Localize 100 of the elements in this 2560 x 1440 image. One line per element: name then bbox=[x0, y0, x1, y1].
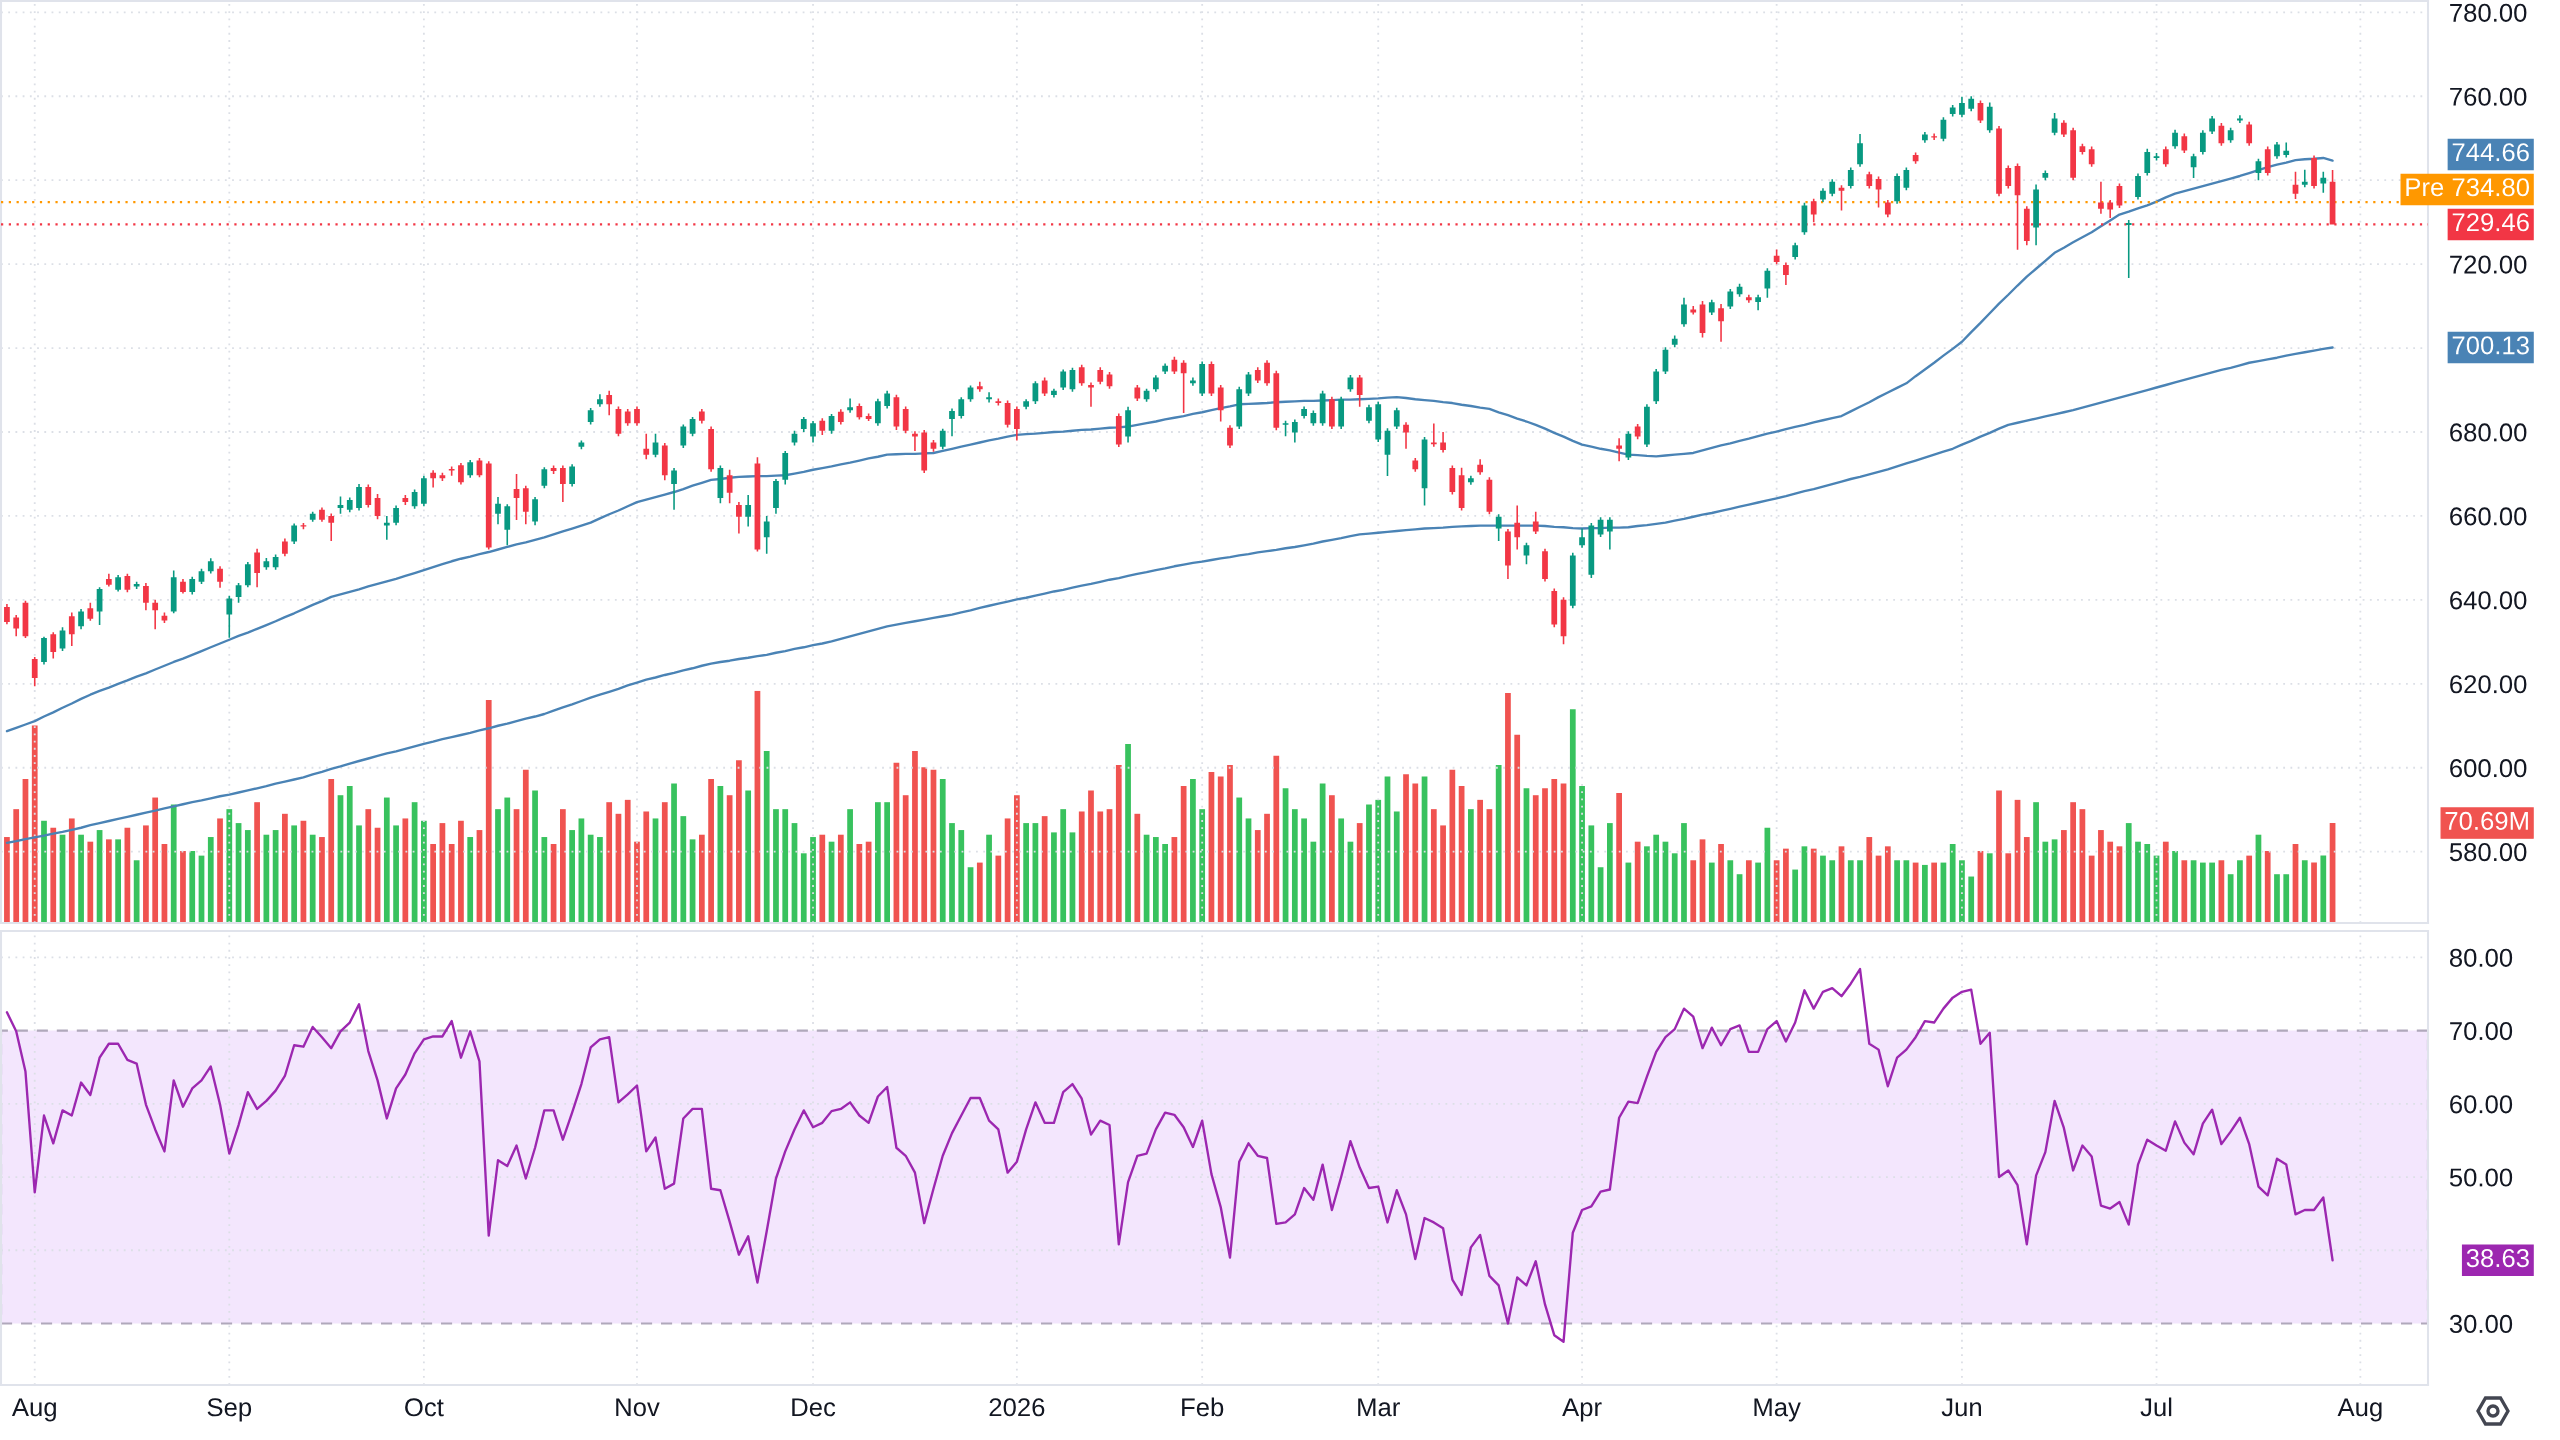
bar bbox=[272, 830, 279, 923]
y-tick-label: 30.00 bbox=[2449, 1314, 2513, 1334]
bar bbox=[1829, 860, 1836, 923]
candlestick bbox=[976, 381, 983, 392]
bar bbox=[1393, 811, 1400, 923]
x-tick-label: Sep bbox=[207, 1398, 252, 1422]
x-tick-label: Dec bbox=[792, 1398, 836, 1417]
candlestick bbox=[1477, 459, 1484, 475]
bar bbox=[143, 825, 149, 923]
candlestick bbox=[1690, 306, 1697, 315]
bar bbox=[1708, 862, 1715, 923]
bar bbox=[976, 862, 983, 923]
candlestick bbox=[2144, 148, 2151, 176]
bar bbox=[1217, 776, 1224, 923]
candlestick bbox=[1829, 179, 1836, 197]
candlestick bbox=[244, 562, 251, 588]
bar bbox=[365, 809, 372, 923]
bar bbox=[504, 797, 511, 923]
candlestick bbox=[1236, 386, 1243, 430]
bar bbox=[50, 827, 57, 923]
bar bbox=[949, 823, 955, 923]
bar bbox=[402, 818, 409, 923]
bar bbox=[1569, 709, 1576, 923]
bar bbox=[708, 778, 714, 923]
candlestick bbox=[1616, 438, 1622, 462]
bar bbox=[226, 809, 233, 923]
bar bbox=[1542, 788, 1548, 923]
bar bbox=[2237, 860, 2243, 923]
bar bbox=[1301, 818, 1307, 923]
bar bbox=[1190, 778, 1196, 923]
candlestick bbox=[2274, 142, 2280, 159]
candlestick bbox=[1505, 528, 1511, 579]
bar bbox=[1718, 844, 1724, 923]
candlestick bbox=[430, 470, 437, 488]
bar bbox=[1810, 848, 1817, 923]
candlestick bbox=[328, 513, 335, 542]
candlestick bbox=[2088, 146, 2095, 167]
candlestick bbox=[1227, 425, 1233, 448]
x-tick-label: Jun bbox=[1941, 1398, 1981, 1417]
candlestick bbox=[2237, 115, 2243, 124]
candlestick bbox=[1847, 167, 1854, 189]
candlestick bbox=[1301, 406, 1307, 419]
bar bbox=[717, 785, 724, 923]
bar bbox=[13, 809, 20, 923]
candlestick bbox=[1430, 423, 1437, 447]
bar bbox=[1884, 846, 1891, 923]
bar bbox=[1644, 846, 1650, 923]
candlestick bbox=[393, 505, 399, 526]
bar bbox=[1690, 860, 1697, 923]
bar bbox=[1014, 795, 1020, 923]
candlestick bbox=[717, 465, 724, 504]
bar bbox=[773, 809, 779, 923]
candlestick bbox=[763, 515, 770, 554]
bar bbox=[1866, 837, 1873, 923]
candlestick bbox=[50, 632, 57, 659]
text: 38.63 bbox=[2466, 1249, 2529, 1268]
bar bbox=[736, 760, 742, 923]
candlestick bbox=[309, 511, 316, 522]
bar bbox=[68, 818, 75, 923]
candlestick bbox=[578, 440, 585, 450]
candlestick bbox=[1653, 369, 1660, 404]
bar bbox=[1931, 862, 1938, 923]
ref-line-label: Pre 734.80 bbox=[2406, 178, 2529, 197]
x-tick-label: Aug bbox=[2337, 1398, 2382, 1422]
bar bbox=[1078, 811, 1085, 923]
bar bbox=[1273, 755, 1280, 923]
candlestick bbox=[726, 469, 733, 504]
candlestick bbox=[1366, 404, 1372, 424]
candlestick bbox=[282, 538, 288, 557]
bar bbox=[393, 825, 399, 923]
bar bbox=[1606, 823, 1613, 923]
y-tick-label: 640.00 bbox=[2450, 591, 2527, 610]
candlestick bbox=[1783, 262, 1789, 286]
candlestick bbox=[458, 463, 464, 485]
bar bbox=[1986, 853, 1993, 923]
bar bbox=[1375, 799, 1382, 923]
candlestick bbox=[856, 403, 863, 420]
bar bbox=[1430, 809, 1437, 923]
bar bbox=[217, 818, 223, 923]
x-tick-label: Mar bbox=[1358, 1398, 1400, 1417]
bar bbox=[532, 790, 538, 923]
bar bbox=[1134, 813, 1141, 923]
candlestick bbox=[1403, 422, 1409, 449]
bar bbox=[1115, 765, 1122, 923]
bar bbox=[1653, 834, 1660, 923]
candlestick bbox=[1931, 133, 1938, 140]
candlestick bbox=[1097, 367, 1104, 385]
bar bbox=[152, 797, 159, 923]
bar bbox=[421, 820, 427, 923]
candlestick bbox=[1051, 388, 1057, 398]
candlestick bbox=[1579, 528, 1585, 548]
bar bbox=[819, 834, 826, 923]
candlestick bbox=[837, 409, 844, 425]
candlestick bbox=[448, 466, 455, 476]
ref-line-label: 729.46 bbox=[2452, 213, 2529, 232]
candlestick bbox=[1338, 396, 1345, 430]
candlestick bbox=[2311, 155, 2317, 189]
candlestick bbox=[2033, 184, 2039, 246]
bar bbox=[958, 830, 965, 923]
bar bbox=[1041, 816, 1048, 923]
